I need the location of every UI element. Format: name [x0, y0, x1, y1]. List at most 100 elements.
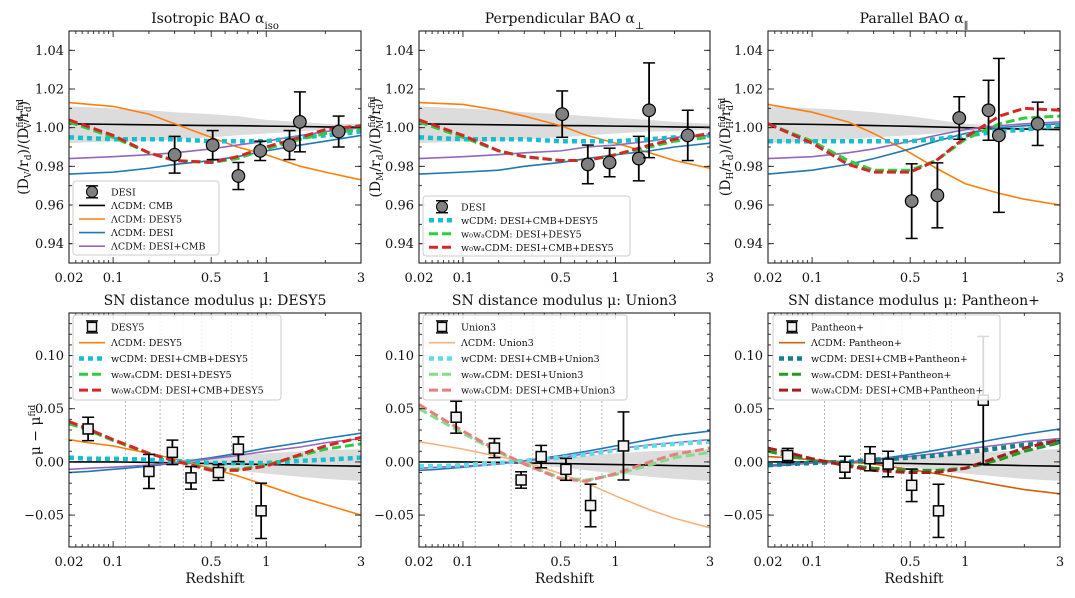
legend-label: wCDM: DESI+CMB+Union3: [461, 354, 600, 365]
y-label-part: M: [376, 172, 386, 181]
y-tick-label: 0.10: [35, 349, 64, 364]
legend-entry: w₀wₐCDM: DESI+CMB+DESY5: [79, 386, 264, 397]
y-label-part: d: [24, 106, 34, 112]
plot-area: [419, 62, 710, 185]
y-label-part: d: [726, 154, 736, 160]
legend-entry: w₀wₐCDM: DESI+CMB+Pantheon+: [779, 386, 983, 397]
y-axis-label: (DH/rd)/(DfidH/rfidd): [718, 98, 736, 197]
x-tick-label: 3: [706, 271, 714, 286]
marker-square: [166, 446, 179, 459]
y-tick-label: 1.04: [35, 44, 64, 59]
panel-4: 0.02 0.1 0.5 1 3 −0.05 0.00 0.05 0.10 SN distance…: [24, 293, 365, 587]
y-label-part: ): [16, 101, 32, 106]
data-point: [952, 95, 967, 141]
marker-square: [839, 461, 851, 473]
data-point: [205, 129, 220, 161]
y-label-part: /r: [718, 160, 734, 172]
data-point: [602, 147, 617, 178]
marker-circle: [952, 111, 967, 125]
y-tick-label: 0.00: [734, 455, 763, 470]
y-label-part: H: [726, 121, 736, 129]
marker-circle: [1030, 116, 1045, 131]
legend-label: w₀wₐCDM: DESI+DESY5: [461, 229, 582, 240]
marker-circle: [904, 194, 919, 209]
marker-circle: [253, 143, 268, 158]
data-point: [450, 400, 463, 434]
y-label-part: /r: [16, 111, 32, 123]
marker-square: [905, 479, 918, 492]
series-line-2: [419, 101, 710, 170]
x-tick-label: 0.1: [453, 555, 474, 570]
y-label-part: (D: [718, 180, 734, 197]
x-tick-label: 0.1: [802, 555, 823, 570]
legend-label: w₀wₐCDM: DESI+CMB+Pantheon+: [811, 386, 983, 397]
x-tick-label: 0.5: [201, 271, 222, 286]
legend-entry: ΛCDM: DESY5: [79, 215, 182, 226]
y-label-part: fid: [368, 96, 378, 108]
y-label-part: (D: [16, 178, 32, 195]
legend-entry: ΛCDM: DESY5: [79, 338, 182, 349]
legend-entry: wCDM: DESI+CMB+DESY5: [429, 216, 598, 227]
series-line-4: [69, 437, 361, 471]
y-label-part: fid: [718, 98, 728, 110]
marker-square: [232, 443, 245, 455]
y-label-part: )/(D: [16, 128, 32, 155]
panel-2: 0.02 0.1 0.5 1 3 0.94 0.96 0.98 1.00 1.02 1.04 Perp…: [368, 11, 714, 286]
x-tick-label: 1: [611, 555, 619, 570]
legend-label: Union3: [461, 322, 496, 333]
panel-title: Isotropic BAO αiso: [151, 11, 279, 32]
series-line-1: [768, 461, 1060, 467]
y-tick-label: 0.96: [734, 199, 763, 214]
plot-area: [419, 313, 710, 547]
x-tick-label: 0.5: [550, 555, 571, 570]
data-point: [331, 115, 346, 148]
legend-entry: ΛCDM: Union3: [429, 338, 534, 349]
data-point: [1030, 101, 1045, 147]
marker-circle: [167, 147, 182, 162]
legend-label: DESI: [461, 202, 486, 213]
legend: DESI wCDM: DESI+CMB+DESY5 w₀wₐCDM: DESI+DE…: [422, 195, 631, 257]
title-subscript: ⊥: [635, 21, 644, 32]
data-point: [905, 468, 918, 503]
legend-label: wCDM: DESI+CMB+Pantheon+: [811, 354, 968, 365]
y-tick-label: 0.10: [385, 349, 414, 364]
marker-circle: [292, 114, 307, 129]
data-point: [142, 453, 155, 490]
title-text: SN distance modulus μ: DESY5: [104, 293, 327, 309]
data-point: [781, 447, 794, 464]
y-label-part: d: [726, 105, 736, 111]
series-line-1: [419, 123, 710, 129]
panel-1: 0.02 0.1 0.5 1 3 0.94 0.96 0.98 1.00 1.02 1.04 Isot…: [16, 11, 365, 286]
data-point: [981, 79, 996, 141]
y-label-part: fid: [16, 116, 26, 128]
series-line-4: [768, 437, 1060, 466]
y-tick-label: −0.05: [374, 509, 414, 524]
y-tick-label: 0.00: [35, 455, 64, 470]
marker-circle: [231, 169, 246, 183]
legend: Pantheon+ ΛCDM: Pantheon+ wCDM: DESI+CMB+P…: [772, 314, 1001, 401]
legend-entry: wCDM: DESI+CMB+Union3: [429, 354, 600, 365]
legend-marker-circle: [436, 200, 448, 213]
x-tick-label: 3: [1056, 271, 1064, 286]
data-point: [584, 483, 597, 528]
y-tick-label: 0.05: [385, 402, 414, 417]
marker-square: [143, 465, 155, 478]
y-axis-label: (DM/rd)/(DfidM/rfidd): [368, 96, 386, 197]
marker-circle: [602, 155, 617, 170]
data-point: [535, 444, 548, 469]
marker-square: [560, 463, 572, 476]
y-tick-label: 1.02: [734, 83, 763, 98]
data-point: [488, 437, 501, 459]
x-tick-label: 3: [706, 555, 714, 570]
y-label-part: )/(D: [368, 128, 384, 155]
data-point: [185, 465, 198, 490]
x-axis-label: Redshift: [185, 571, 245, 587]
series-line-7: [69, 420, 361, 472]
legend-label: ΛCDM: DESY5: [110, 338, 182, 349]
legend-entry: w₀wₐCDM: DESI+CMB+Union3: [429, 386, 615, 397]
x-tick-label: 1: [961, 555, 969, 570]
series-line-1: [419, 461, 710, 467]
panel-title: SN distance modulus μ: Pantheon+: [788, 293, 1040, 309]
legend-label: ΛCDM: DESY5: [110, 215, 182, 226]
legend-entry: w₀wₐCDM: DESI+DESY5: [429, 229, 582, 240]
